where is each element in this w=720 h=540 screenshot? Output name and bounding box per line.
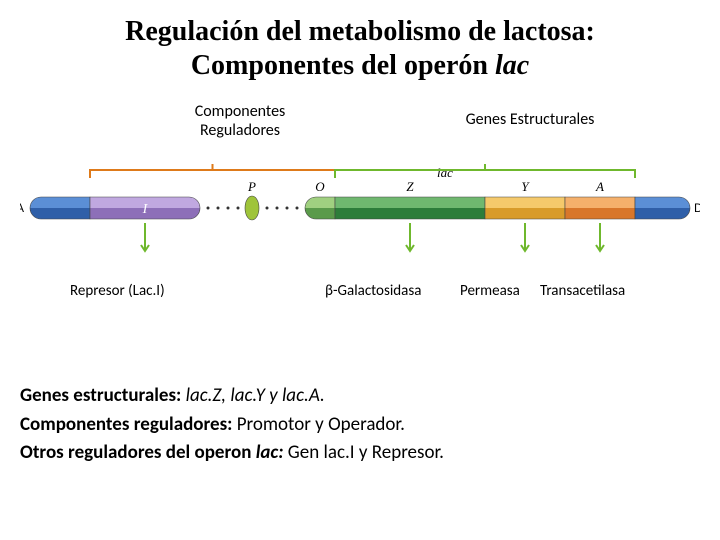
- label-repressor: Represor (Lac.I): [70, 282, 165, 300]
- label-permease: Permeasa: [460, 282, 520, 300]
- section-labels-row: Componentes Reguladores Genes Estructura…: [20, 102, 700, 140]
- slide-title: Regulación del metabolismo de lactosa: C…: [20, 15, 700, 82]
- svg-text:O: O: [315, 179, 325, 194]
- svg-text:P: P: [247, 179, 256, 194]
- gene-product-labels: Represor (Lac.I) β-Galactosidasa Permeas…: [20, 282, 700, 312]
- label-transacetilasa: Transacetilasa: [540, 282, 625, 300]
- title-line2: Componentes del operón lac: [20, 49, 700, 83]
- label-bgal: β-Galactosidasa: [325, 282, 421, 300]
- svg-text:Z: Z: [406, 179, 414, 194]
- title-line1: Regulación del metabolismo de lactosa:: [20, 15, 700, 49]
- footer-text: Genes estructurales: lac.Z, lac.Y y lac.…: [20, 382, 700, 468]
- operon-diagram: DNADNAIOPZYAlac: [20, 142, 700, 272]
- svg-text:DNA: DNA: [20, 201, 24, 215]
- footer-line3: Otros reguladores del operon lac: Gen la…: [20, 439, 700, 468]
- svg-text:A: A: [595, 179, 604, 194]
- svg-text:lac: lac: [437, 165, 453, 180]
- operon-svg: DNADNAIOPZYAlac: [20, 142, 700, 272]
- footer-line1: Genes estructurales: lac.Z, lac.Y y lac.…: [20, 382, 700, 411]
- footer-line2: Componentes reguladores: Promotor y Oper…: [20, 411, 700, 440]
- svg-text:Y: Y: [521, 179, 530, 194]
- label-regulators: Componentes Reguladores: [110, 102, 370, 140]
- label-structural: Genes Estructurales: [400, 102, 660, 140]
- svg-text:DNA: DNA: [694, 201, 700, 215]
